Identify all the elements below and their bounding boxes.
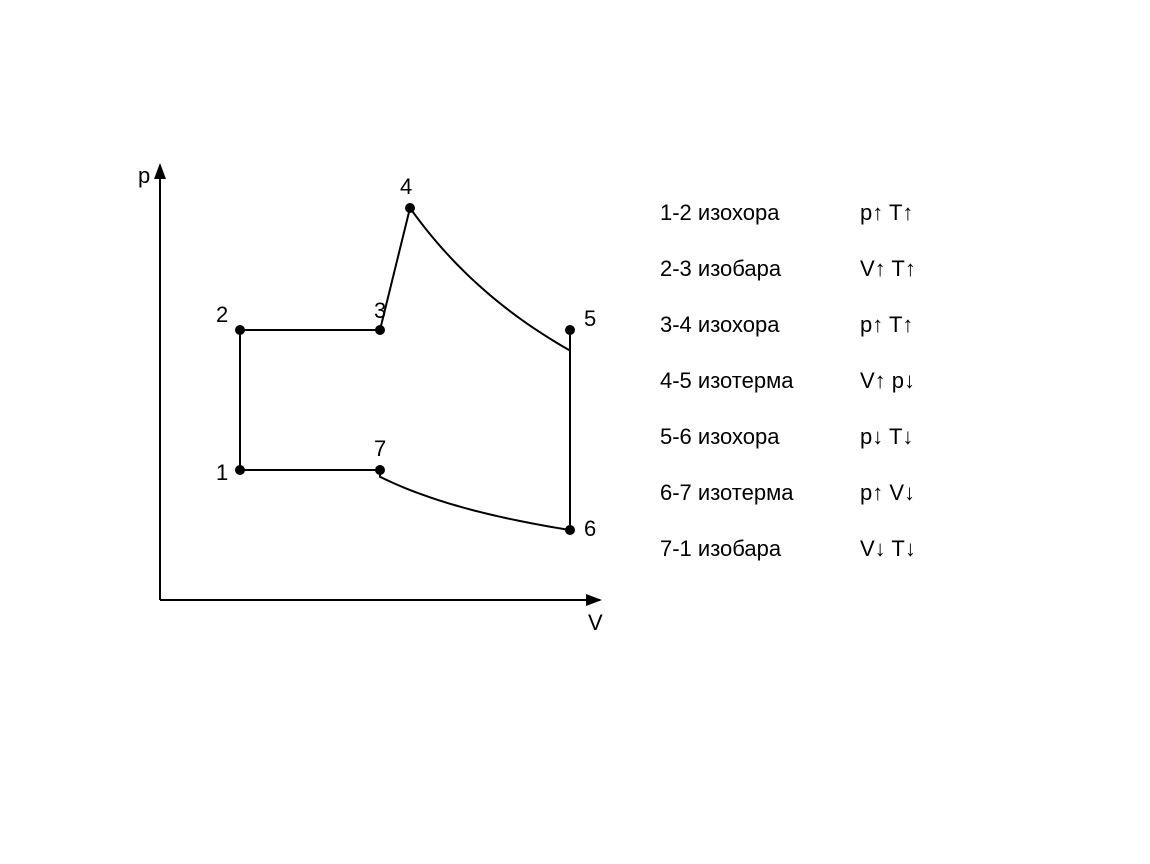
legend-row: 2-3 изобараV↑ T↑ (660, 256, 1090, 282)
legend-row: 3-4 изохораp↑ T↑ (660, 312, 1090, 338)
point-label-4: 4 (400, 174, 412, 199)
y-axis-label: p (138, 163, 150, 188)
page-container: pV1234567 1-2 изохораp↑ T↑2-3 изобараV↑ … (0, 0, 1150, 864)
point-label-2: 2 (216, 302, 228, 327)
legend-process: 5-6 изохора (660, 424, 860, 450)
legend-row: 7-1 изобараV↓ T↓ (660, 536, 1090, 562)
point-label-5: 5 (584, 306, 596, 331)
legend-process: 4-5 изотерма (660, 368, 860, 394)
legend-change: p↑ T↑ (860, 312, 1000, 338)
legend-row: 1-2 изохораp↑ T↑ (660, 200, 1090, 226)
x-axis-label: V (588, 610, 603, 635)
legend-change: p↑ T↑ (860, 200, 1000, 226)
legend-process: 1-2 изохора (660, 200, 860, 226)
pv-diagram: p V 1 2 3 4 5 6 7 (130, 160, 610, 660)
legend-change: p↓ T↓ (860, 424, 1000, 450)
legend-row: 4-5 изотермаV↑ p↓ (660, 368, 1090, 394)
point-label-7: 7 (374, 436, 386, 461)
point-label-1: 1 (216, 460, 228, 485)
legend-process: 7-1 изобара (660, 536, 860, 562)
point-label-6: 6 (584, 516, 596, 541)
legend-change: V↓ T↓ (860, 536, 1000, 562)
legend-row: 6-7 изотермаp↑ V↓ (660, 480, 1090, 506)
legend-change: V↑ p↓ (860, 368, 1000, 394)
process-legend: 1-2 изохораp↑ T↑2-3 изобараV↑ T↑3-4 изох… (660, 200, 1090, 592)
legend-process: 3-4 изохора (660, 312, 860, 338)
legend-process: 6-7 изотерма (660, 480, 860, 506)
diagram-svg: p V 1 2 3 4 5 6 7 (130, 160, 610, 660)
legend-change: p↑ V↓ (860, 480, 1000, 506)
point-label-3: 3 (374, 298, 386, 323)
legend-change: V↑ T↑ (860, 256, 1000, 282)
legend-process: 2-3 изобара (660, 256, 860, 282)
legend-row: 5-6 изохораp↓ T↓ (660, 424, 1090, 450)
